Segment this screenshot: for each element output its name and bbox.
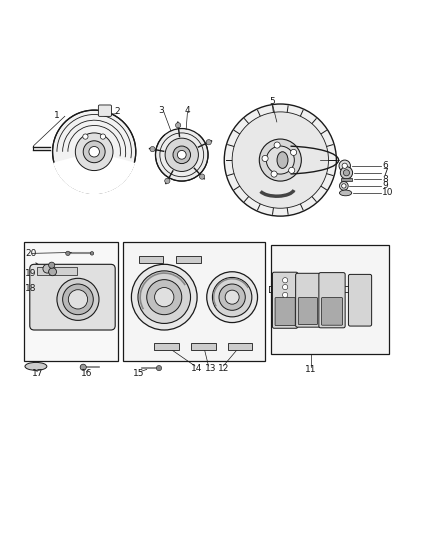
Circle shape bbox=[271, 171, 277, 177]
Bar bbox=[123, 243, 265, 361]
Circle shape bbox=[83, 141, 105, 163]
Circle shape bbox=[343, 169, 350, 176]
Circle shape bbox=[100, 134, 106, 139]
Ellipse shape bbox=[25, 362, 47, 370]
Text: 7: 7 bbox=[382, 168, 388, 177]
Text: 17: 17 bbox=[32, 369, 43, 378]
Bar bbox=[228, 343, 252, 350]
Text: 20: 20 bbox=[25, 249, 36, 258]
Bar bbox=[37, 268, 77, 275]
Text: 19: 19 bbox=[25, 269, 36, 278]
Circle shape bbox=[150, 147, 155, 152]
Bar bbox=[139, 256, 163, 263]
Text: 10: 10 bbox=[382, 189, 394, 197]
Circle shape bbox=[206, 140, 212, 145]
Text: 15: 15 bbox=[133, 369, 144, 378]
Circle shape bbox=[283, 285, 288, 290]
Text: 5: 5 bbox=[269, 98, 276, 106]
Text: 9: 9 bbox=[382, 181, 388, 190]
Circle shape bbox=[68, 290, 88, 309]
Wedge shape bbox=[53, 152, 135, 194]
Text: 18: 18 bbox=[25, 284, 36, 293]
Circle shape bbox=[131, 264, 197, 330]
FancyBboxPatch shape bbox=[348, 274, 371, 326]
Circle shape bbox=[49, 268, 57, 276]
Circle shape bbox=[340, 167, 353, 179]
Circle shape bbox=[339, 160, 350, 172]
Text: 13: 13 bbox=[205, 364, 216, 373]
FancyBboxPatch shape bbox=[272, 272, 298, 328]
Ellipse shape bbox=[277, 152, 288, 168]
Circle shape bbox=[290, 149, 297, 156]
FancyBboxPatch shape bbox=[99, 105, 112, 116]
Circle shape bbox=[173, 146, 191, 164]
Text: 3: 3 bbox=[158, 106, 164, 115]
Circle shape bbox=[262, 156, 268, 161]
Bar bbox=[154, 343, 179, 350]
Text: 14: 14 bbox=[191, 364, 202, 373]
Ellipse shape bbox=[339, 190, 352, 196]
Text: 8: 8 bbox=[382, 175, 388, 184]
Text: 1: 1 bbox=[54, 111, 60, 120]
FancyBboxPatch shape bbox=[321, 297, 343, 325]
Circle shape bbox=[232, 112, 328, 208]
Circle shape bbox=[83, 134, 88, 139]
Circle shape bbox=[259, 139, 301, 181]
Circle shape bbox=[89, 147, 99, 157]
Circle shape bbox=[177, 150, 186, 159]
Circle shape bbox=[342, 163, 347, 168]
FancyBboxPatch shape bbox=[319, 273, 345, 328]
Bar bbox=[24, 243, 118, 361]
Text: 16: 16 bbox=[81, 369, 92, 378]
Circle shape bbox=[165, 138, 198, 172]
Circle shape bbox=[225, 290, 239, 304]
Circle shape bbox=[66, 251, 70, 255]
Bar bbox=[176, 256, 201, 263]
Circle shape bbox=[219, 284, 245, 310]
Text: 11: 11 bbox=[305, 365, 317, 374]
Circle shape bbox=[283, 278, 288, 283]
Circle shape bbox=[75, 133, 113, 171]
Circle shape bbox=[165, 178, 170, 183]
Circle shape bbox=[138, 271, 191, 324]
Circle shape bbox=[342, 184, 346, 188]
Circle shape bbox=[57, 278, 99, 320]
Circle shape bbox=[339, 182, 348, 190]
Circle shape bbox=[80, 364, 86, 370]
Text: 12: 12 bbox=[218, 364, 229, 373]
Circle shape bbox=[199, 174, 205, 179]
FancyBboxPatch shape bbox=[30, 264, 115, 330]
Bar bbox=[341, 177, 352, 181]
Circle shape bbox=[43, 264, 52, 273]
FancyBboxPatch shape bbox=[298, 297, 318, 325]
Bar bbox=[191, 343, 216, 350]
Circle shape bbox=[53, 110, 136, 193]
Circle shape bbox=[266, 146, 294, 174]
Text: 4: 4 bbox=[185, 106, 190, 115]
Circle shape bbox=[283, 292, 288, 297]
Circle shape bbox=[155, 287, 174, 307]
Circle shape bbox=[155, 128, 208, 181]
Circle shape bbox=[289, 167, 295, 173]
FancyBboxPatch shape bbox=[296, 273, 320, 327]
Circle shape bbox=[212, 278, 252, 317]
Circle shape bbox=[90, 252, 94, 255]
Circle shape bbox=[156, 366, 162, 371]
Bar bbox=[271, 245, 389, 354]
Circle shape bbox=[207, 272, 258, 322]
Text: 2: 2 bbox=[115, 107, 120, 116]
Circle shape bbox=[49, 262, 55, 268]
Circle shape bbox=[63, 284, 93, 314]
Circle shape bbox=[176, 123, 181, 128]
Text: 6: 6 bbox=[382, 161, 388, 170]
Circle shape bbox=[224, 104, 336, 216]
FancyBboxPatch shape bbox=[275, 297, 295, 326]
Circle shape bbox=[147, 280, 182, 314]
Circle shape bbox=[274, 142, 280, 148]
